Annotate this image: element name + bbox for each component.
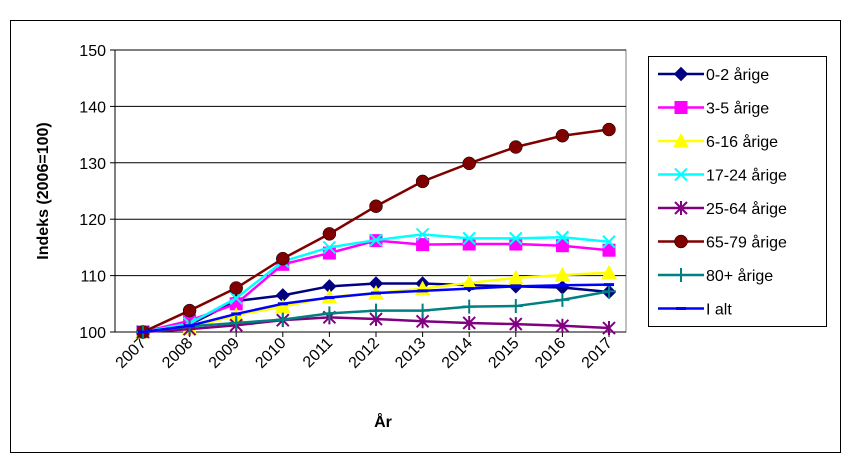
data-point — [462, 315, 476, 330]
legend: 0-2 årige 3-5 årige 6-16 årige 17-24 årige 2… — [648, 56, 827, 327]
data-point — [417, 289, 428, 293]
data-point — [674, 201, 688, 215]
data-point — [231, 312, 242, 316]
data-point — [138, 330, 148, 334]
legend-box — [648, 56, 827, 327]
y-tick-label: 120 — [79, 212, 106, 229]
legend-item: 3-5 årige — [658, 100, 769, 118]
legend-label: 65-79 årige — [706, 234, 787, 252]
series-group — [135, 122, 617, 340]
data-point — [369, 233, 383, 247]
y-axis-label: Indeks (2006=100) — [35, 122, 52, 259]
data-point — [462, 299, 477, 314]
data-point — [673, 66, 689, 82]
data-point — [229, 315, 244, 330]
data-point — [509, 317, 523, 332]
data-point — [601, 264, 617, 280]
data-point — [554, 266, 571, 282]
y-tick-label: 110 — [80, 269, 106, 286]
legend-label: 0-2 årige — [706, 66, 769, 84]
data-point — [275, 312, 290, 327]
data-point — [602, 284, 616, 299]
data-point — [555, 239, 569, 253]
data-point — [602, 243, 616, 257]
y-tick-label: 100 — [79, 325, 106, 342]
data-point — [555, 230, 570, 244]
data-point — [604, 283, 614, 287]
data-point — [509, 140, 523, 154]
legend-item: 0-2 årige — [658, 66, 769, 84]
data-point — [674, 234, 688, 249]
data-point — [416, 238, 430, 252]
data-point — [182, 303, 197, 318]
data-point — [462, 231, 476, 246]
data-point — [371, 291, 381, 295]
data-point — [462, 237, 476, 251]
legend-label: 80+ årige — [706, 267, 773, 285]
y-tick-label: 140 — [79, 99, 106, 116]
data-point — [464, 287, 475, 291]
plot-area — [114, 49, 627, 333]
legend-label: I alt — [706, 302, 732, 319]
data-point — [508, 299, 523, 314]
data-point — [229, 281, 243, 295]
data-point — [602, 235, 616, 249]
data-point — [555, 292, 570, 307]
legend-item: 80+ årige — [658, 267, 773, 285]
data-point — [557, 283, 568, 287]
data-point — [277, 302, 288, 306]
data-point — [673, 132, 689, 148]
legend-label: 17-24 årige — [706, 167, 787, 185]
data-point — [415, 303, 430, 318]
data-point — [507, 269, 524, 285]
legend-item: 65-79 årige — [658, 234, 787, 252]
data-point — [509, 231, 523, 246]
x-axis-label: År — [374, 412, 392, 431]
series-i-alt — [138, 283, 614, 334]
data-point — [415, 227, 430, 242]
legend-item: 17-24 årige — [658, 167, 787, 185]
data-point — [509, 237, 523, 251]
y-tick-label: 130 — [79, 156, 106, 173]
data-point — [369, 303, 383, 318]
data-point — [324, 296, 335, 300]
legend-label: 25-64 årige — [706, 200, 787, 218]
data-point — [369, 199, 383, 213]
data-point — [510, 284, 521, 288]
legend-item: 25-64 årige — [658, 200, 787, 218]
y-tick-label: 150 — [79, 43, 106, 60]
data-point — [676, 307, 686, 310]
data-point — [555, 128, 570, 143]
data-point — [602, 122, 616, 137]
data-point — [674, 101, 688, 114]
legend-label: 3-5 årige — [706, 100, 769, 118]
legend-item: 6-16 årige — [658, 132, 778, 151]
data-point — [415, 174, 430, 189]
data-point — [462, 156, 476, 171]
data-point — [184, 324, 195, 328]
data-point — [602, 321, 616, 336]
legend-item: I alt — [658, 302, 732, 319]
data-point — [674, 268, 688, 282]
data-point — [674, 167, 688, 182]
data-point — [229, 291, 243, 305]
data-point — [555, 318, 570, 333]
legend-label: 6-16 årige — [706, 133, 778, 151]
data-point — [276, 251, 290, 266]
data-point — [322, 227, 337, 241]
data-point — [322, 240, 337, 255]
data-point — [322, 306, 337, 321]
